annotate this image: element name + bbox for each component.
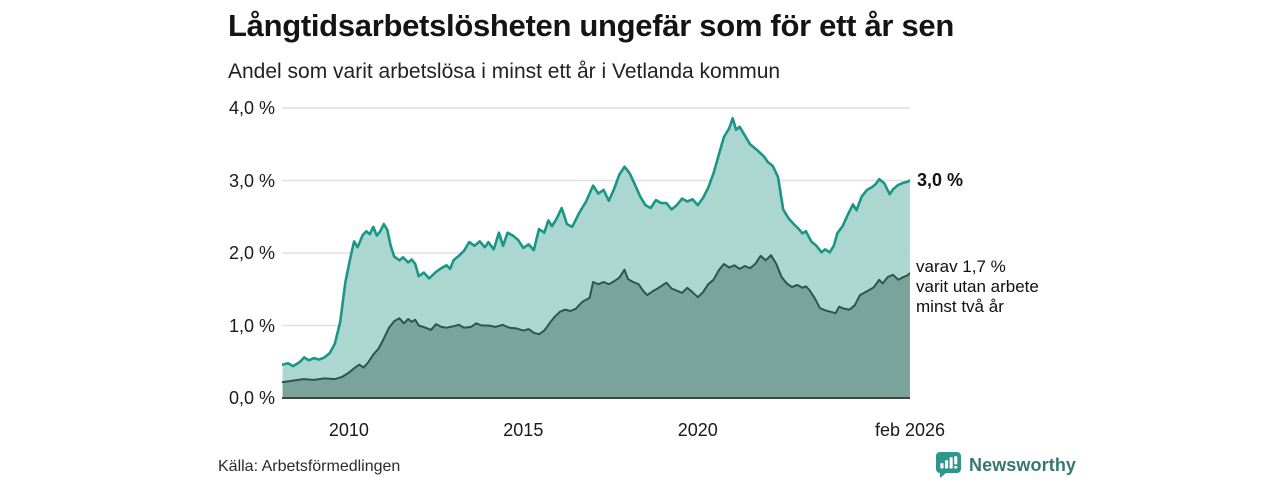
line-series-1: [282, 116, 910, 368]
newsworthy-wordmark: Newsworthy: [969, 454, 1077, 475]
x-tick-label: 2020: [677, 420, 718, 440]
x-tick-label: 2015: [503, 420, 544, 440]
annotation-total-value: 3,0 %: [917, 170, 964, 190]
x-tick-label: 2010: [328, 420, 369, 440]
y-tick-label: 3,0 %: [228, 170, 275, 191]
line-series-2: [282, 254, 910, 384]
y-tick-label: 0,0 %: [228, 388, 275, 408]
x-tick-label: feb 2026: [874, 420, 946, 440]
source-note: Källa: Arbetsförmedlingen: [218, 458, 401, 475]
annotation-subset-text: varav 1,7 % varit utan arbete minst två …: [916, 257, 1039, 317]
annotation-subset-line1: varav 1,7 %: [916, 257, 1006, 276]
page-title: Långtidsarbetslösheten ungefär som för e…: [228, 8, 955, 43]
y-tick-label: 4,0 %: [228, 98, 275, 118]
chart-subtitle: Andel som varit arbetslösa i minst ett å…: [228, 60, 781, 83]
newsworthy-logo: Newsworthy: [935, 451, 1076, 479]
y-tick-label: 1,0 %: [228, 315, 275, 336]
annotation-subset-line3: minst två år: [916, 297, 1004, 316]
newsworthy-chart-bubble-icon: [936, 452, 961, 478]
y-tick-label: 2,0 %: [228, 243, 275, 263]
annotation-subset-line2: varit utan arbete: [916, 277, 1039, 296]
area-series-2: [282, 255, 910, 398]
unemployment-area-chart: [282, 107, 910, 399]
